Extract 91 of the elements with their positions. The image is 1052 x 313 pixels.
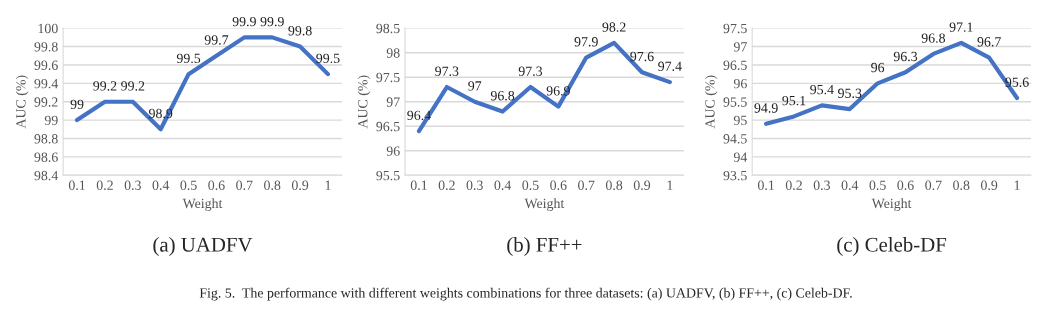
y-tick-label: 97.5 (376, 72, 400, 83)
y-axis-title: AUC (%) (15, 75, 29, 129)
x-tick-label: 0.9 (980, 180, 998, 190)
y-tick-label: 93.5 (723, 170, 747, 181)
data-label: 99.9 (232, 16, 256, 27)
x-axis-title: Weight (871, 198, 912, 211)
data-label: 99.8 (288, 26, 312, 36)
x-axis-title: Weight (524, 198, 565, 211)
y-tick-label: 96.5 (723, 60, 747, 70)
y-tick-label: 96 (733, 78, 747, 89)
x-tick-label: 1 (1014, 180, 1020, 190)
data-label: 96.7 (977, 37, 1001, 47)
data-label: 97 (468, 81, 482, 91)
data-label: 98.2 (602, 22, 626, 32)
x-tick-label: 0.9 (633, 180, 651, 190)
data-label: 99 (70, 99, 84, 109)
text: (a) UADFV (153, 237, 253, 256)
x-tick-label: 0.7 (236, 180, 253, 190)
data-label: 99.2 (93, 81, 117, 91)
y-tick-label: 99.6 (34, 60, 58, 70)
y-tick-label: 97 (386, 97, 400, 107)
data-label: 96.8 (921, 33, 946, 43)
x-tick-label: 0.2 (438, 180, 455, 190)
data-label: 99.7 (204, 35, 229, 45)
y-tick-label: 95 (733, 115, 747, 126)
x-tick-label: 0.7 (925, 180, 942, 190)
x-tick-label: 0.5 (522, 180, 539, 190)
data-label: 95.1 (782, 95, 806, 106)
x-tick-label: 0.1 (757, 180, 774, 190)
y-tick-label: 95.5 (376, 170, 400, 181)
y-tick-label: 97 (733, 42, 747, 52)
x-tick-label: 0.7 (578, 180, 595, 190)
data-label: 94.9 (754, 103, 778, 113)
x-tick-label: 0.8 (264, 180, 281, 190)
y-tick-label: 99.4 (34, 78, 59, 89)
data-label: 96 (871, 62, 885, 73)
y-tick-label: 96.5 (376, 121, 400, 132)
x-tick-label: 0.8 (605, 180, 623, 190)
x-tick-label: 0.5 (869, 180, 886, 190)
y-tick-label: 94.5 (723, 134, 747, 144)
x-tick-label: 1 (667, 180, 673, 190)
data-label: 96.3 (893, 51, 918, 62)
data-label: 99.5 (316, 53, 340, 64)
x-tick-label: 0.5 (180, 180, 197, 190)
y-tick-label: 99.8 (34, 42, 58, 52)
y-tick-label: 99.2 (34, 97, 58, 107)
x-tick-label: 0.4 (152, 180, 170, 190)
data-label: 99.5 (176, 53, 201, 64)
x-tick-label: 0.2 (785, 180, 802, 190)
x-tick-label: 0.6 (550, 180, 567, 190)
data-label: 97.3 (518, 66, 543, 76)
data-label: 97.9 (574, 37, 598, 47)
text: (b) FF++ (507, 237, 582, 256)
text: (c) Celeb-DF (837, 237, 947, 256)
y-tick-label: 98.6 (34, 152, 58, 162)
y-tick-label: 98.8 (34, 134, 58, 144)
x-tick-label: 0.3 (813, 180, 831, 190)
y-tick-label: 95.5 (723, 97, 747, 107)
y-tick-label: 94 (733, 152, 748, 162)
data-label: 97.1 (949, 22, 973, 32)
x-tick-label: 0.9 (291, 180, 309, 190)
data-label: 97.4 (658, 61, 682, 72)
data-label: 99.9 (260, 16, 284, 27)
data-label: 97.6 (630, 51, 654, 62)
data-label: 95.4 (810, 84, 834, 95)
x-tick-label: 0.3 (466, 180, 483, 190)
data-label: 99.2 (121, 81, 145, 91)
y-axis-title: AUC (%) (704, 75, 718, 129)
y-tick-label: 98.4 (34, 170, 59, 181)
y-tick-label: 98.5 (376, 23, 400, 34)
data-label: 97.3 (435, 66, 459, 76)
y-tick-label: 100 (38, 23, 58, 34)
y-axis-title: AUC (%) (357, 75, 371, 129)
data-label: 95.3 (838, 88, 862, 98)
x-tick-label: 0.1 (68, 180, 85, 190)
caption: Fig. 5. The performance with different weights combinations for three datasets: (a) UADFV, (b) FF++, (c) Celeb-DF. (199, 287, 852, 301)
x-tick-label: 0.3 (124, 180, 141, 190)
x-tick-label: 0.2 (96, 180, 113, 190)
x-tick-label: 0.4 (841, 180, 859, 190)
x-tick-label: 0.1 (410, 180, 427, 190)
x-tick-label: 0.4 (494, 180, 512, 190)
x-tick-label: 0.6 (208, 180, 225, 190)
data-label: 96.8 (490, 91, 515, 101)
y-tick-label: 98 (386, 48, 400, 58)
x-tick-label: 0.6 (897, 180, 914, 190)
x-tick-label: 1 (325, 180, 331, 190)
y-tick-label: 99 (44, 115, 58, 126)
y-tick-label: 97.5 (723, 23, 747, 34)
x-axis-title: Weight (182, 198, 223, 211)
y-tick-label: 96 (386, 146, 400, 156)
x-tick-label: 0.8 (953, 180, 970, 190)
